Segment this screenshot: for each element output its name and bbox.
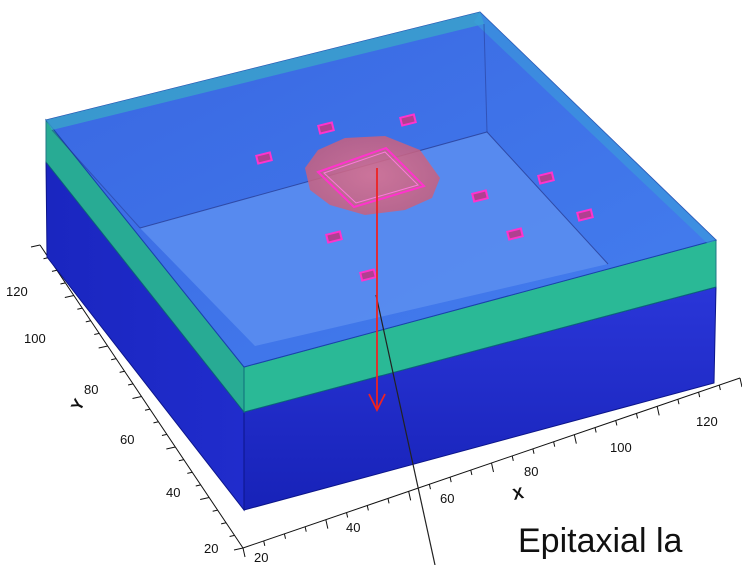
contact-pad bbox=[325, 230, 343, 244]
y-axis-tick bbox=[195, 484, 201, 487]
x-axis-tick bbox=[553, 441, 556, 447]
x-axis-tick-labels: 20 40 60 80 100 120 bbox=[254, 414, 718, 565]
central-contact-square bbox=[316, 146, 426, 209]
x-tick-label-40: 40 bbox=[346, 520, 360, 535]
central-contact-inner bbox=[323, 151, 419, 204]
inner-left-edge bbox=[51, 129, 141, 229]
y-tick-label-120: 120 bbox=[6, 284, 28, 299]
x-axis-tick bbox=[470, 469, 473, 476]
x-axis-tick bbox=[635, 413, 639, 419]
x-axis-title: X bbox=[511, 485, 525, 504]
x-axis-tick bbox=[511, 455, 514, 461]
x-axis-tick bbox=[656, 406, 660, 416]
y-axis-tick bbox=[161, 433, 167, 436]
implant-region bbox=[305, 136, 440, 215]
x-axis-tick bbox=[283, 533, 287, 539]
x-tick-label-120: 120 bbox=[696, 414, 718, 429]
y-axis-tick bbox=[212, 509, 218, 512]
x-axis-tick bbox=[718, 384, 721, 391]
back-rim-right bbox=[474, 12, 716, 244]
x-axis-tick bbox=[698, 392, 701, 398]
y-axis-tick bbox=[64, 295, 74, 298]
y-axis-tick bbox=[178, 459, 184, 462]
contact-pad bbox=[537, 171, 555, 185]
inner-floor bbox=[140, 132, 608, 346]
x-tick-label-100: 100 bbox=[610, 440, 632, 455]
depth-arrow bbox=[368, 168, 386, 413]
y-tick-label-80: 80 bbox=[84, 382, 98, 397]
contact-pad bbox=[399, 113, 417, 127]
pointer-line bbox=[375, 294, 436, 565]
x-axis-tick bbox=[677, 399, 680, 405]
back-rim-left bbox=[46, 12, 484, 130]
inner-vertical-edge bbox=[483, 23, 488, 133]
y-axis-tick bbox=[77, 307, 83, 310]
contact-pad bbox=[471, 189, 489, 203]
x-axis-tick bbox=[346, 512, 349, 518]
contact-pad bbox=[317, 121, 335, 135]
y-axis-tick bbox=[221, 522, 227, 525]
y-axis-tick bbox=[119, 370, 125, 373]
x-axis-tick bbox=[408, 491, 412, 501]
y-tick-label-60: 60 bbox=[120, 432, 134, 447]
contact-pad bbox=[255, 151, 273, 165]
x-axis-ticks bbox=[242, 377, 742, 558]
x-axis-tick bbox=[615, 420, 618, 426]
contact-pad bbox=[506, 227, 524, 241]
y-axis-tick bbox=[30, 244, 41, 248]
x-axis-tick bbox=[532, 448, 535, 454]
y-axis-tick bbox=[132, 396, 142, 399]
x-tick-label-80: 80 bbox=[524, 464, 538, 479]
y-axis-tick bbox=[85, 320, 91, 323]
y-axis-tick bbox=[166, 446, 176, 450]
x-axis-tick bbox=[242, 547, 246, 558]
y-axis-tick bbox=[233, 547, 244, 551]
x-axis-tick bbox=[449, 477, 452, 483]
x-tick-label-60: 60 bbox=[440, 491, 454, 506]
x-axis-tick bbox=[304, 526, 307, 532]
x-axis-tick bbox=[594, 427, 597, 433]
x-axis-tick bbox=[491, 462, 494, 473]
device-box bbox=[45, 11, 717, 512]
caption-text: Epitaxial la bbox=[518, 522, 683, 560]
x-axis-tick bbox=[387, 498, 390, 504]
y-axis-tick bbox=[98, 345, 108, 349]
y-tick-label-100: 100 bbox=[24, 331, 46, 346]
x-axis-tick bbox=[263, 540, 266, 546]
y-tick-label-20: 20 bbox=[204, 541, 218, 556]
y-axis-tick-labels: 120 100 80 60 40 20 bbox=[6, 284, 218, 556]
x-tick-label-20: 20 bbox=[254, 550, 268, 565]
contact-pads bbox=[255, 113, 594, 282]
y-axis-ticks bbox=[30, 244, 244, 551]
x-axis-tick bbox=[325, 519, 329, 529]
y-axis-tick bbox=[94, 332, 100, 335]
contact-pad bbox=[359, 268, 377, 282]
y-axis-tick bbox=[153, 421, 159, 424]
y-axis-tick bbox=[127, 383, 134, 386]
x-axis-tick bbox=[366, 505, 369, 511]
y-axis-title: Y bbox=[69, 396, 89, 414]
y-axis-tick bbox=[111, 358, 117, 361]
y-axis-tick bbox=[51, 269, 58, 272]
y-axis-tick bbox=[144, 408, 151, 411]
y-tick-label-40: 40 bbox=[166, 485, 180, 500]
contact-pad bbox=[576, 208, 594, 222]
y-axis-tick bbox=[200, 497, 210, 500]
x-axis-tick bbox=[428, 484, 431, 490]
x-axis-tick bbox=[573, 434, 577, 444]
y-axis-tick bbox=[229, 534, 235, 537]
y-axis-tick bbox=[60, 282, 66, 285]
y-axis-tick bbox=[187, 471, 193, 474]
